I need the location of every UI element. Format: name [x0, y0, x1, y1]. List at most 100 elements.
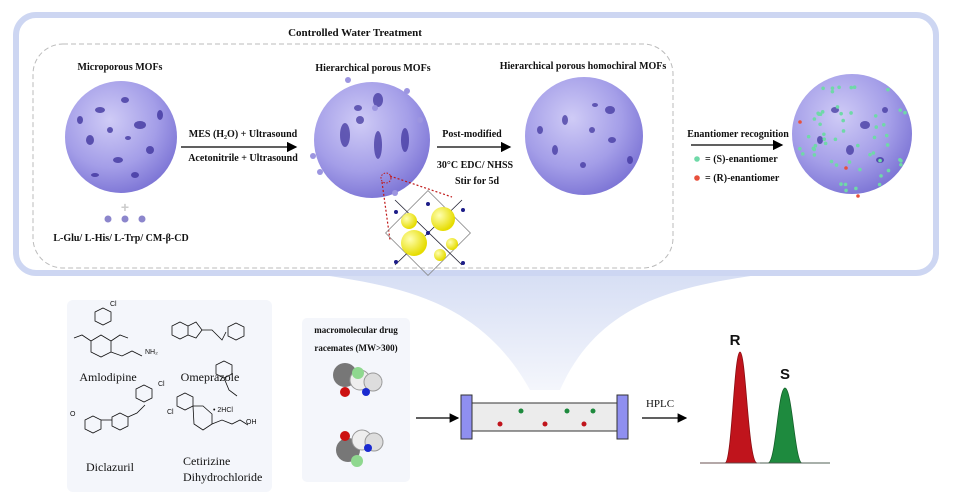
s-enantiomer-dot: [871, 151, 876, 155]
s-enantiomer-dot: [812, 147, 816, 152]
s-enantiomer-dot: [812, 153, 817, 157]
chromatogram: [700, 351, 830, 464]
chemical-structures: [73, 307, 249, 434]
drug-omeprazole: Omeprazole: [181, 370, 240, 384]
peak-s: [760, 387, 830, 464]
s-enantiomer-dot: [843, 182, 848, 187]
s-enantiomer-dot: [812, 117, 817, 121]
s-enantiomer-dot: [820, 110, 825, 114]
s-enantiomer-dot: [847, 160, 852, 164]
homochiral-mof-sphere: [525, 77, 643, 195]
s-enantiomer-dot: [830, 86, 835, 90]
panel-title: Controlled Water Treatment: [288, 27, 422, 39]
svg-text:OH: OH: [246, 419, 257, 426]
s-enantiomer-dot: [841, 118, 845, 123]
s-enantiomer-dot: [839, 182, 843, 186]
s-enantiomer-dot: [874, 125, 879, 129]
s-enantiomer-dot: [835, 105, 840, 109]
svg-text:NH₂: NH₂: [145, 349, 158, 356]
additives-label: L-Glu/ L-His/ L-Trp/ CM-β-CD: [53, 233, 188, 244]
mof-crystal-structure: [385, 190, 471, 276]
amino-acid-beads: [104, 215, 146, 223]
s-enantiomer-dot: [881, 123, 886, 127]
s-enantiomer-dot: [898, 108, 903, 112]
s-enantiomer-dot: [823, 141, 828, 146]
hplc-column: [460, 394, 629, 440]
legend-s: = (S)-enantiomer: [705, 154, 778, 165]
s-enantiomer-dot: [886, 168, 891, 173]
peak-s-label: S: [780, 366, 790, 383]
svg-text:Cl: Cl: [158, 381, 165, 388]
stage2-label: Hierarchical porous MOFs: [315, 63, 430, 74]
s-enantiomer-dot: [879, 174, 883, 178]
drug-cetirizine: Cetirizine: [183, 454, 230, 468]
stage3-label: Hierarchical porous homochiral MOFs: [500, 61, 667, 72]
s-enantiomer-dot: [798, 146, 802, 151]
s-enantiomer-dot: [885, 143, 890, 147]
s-enantiomer-dot: [872, 135, 877, 140]
racemates-title-2: racemates (MW>300): [314, 343, 397, 353]
s-enantiomer-icon: [694, 156, 700, 162]
s-enantiomer-dot: [899, 162, 903, 167]
salt-label: • 2HCl: [213, 407, 233, 414]
s-enantiomer-dot: [813, 143, 818, 148]
s-enantiomer-dot: [877, 182, 882, 187]
step1-top-label: MES (H₂O) + Ultrasound: [189, 129, 298, 140]
peak-r-label: R: [730, 332, 741, 349]
molecule-model-1: [333, 363, 383, 397]
s-enantiomer-dot: [821, 86, 825, 91]
drug-diclazuril: Diclazuril: [86, 460, 135, 474]
peak-r: [700, 351, 758, 464]
step1-bottom-label: Acetonitrile + Ultrasound: [188, 153, 298, 164]
s-enantiomer-dot: [868, 152, 872, 157]
s-enantiomer-dot: [839, 111, 843, 116]
s-enantiomer-dot: [856, 143, 860, 148]
water-treatment-box: [32, 43, 674, 269]
drug-structures-box: [67, 300, 272, 492]
s-enantiomer-dot: [816, 111, 820, 116]
s-enantiomer-dot: [837, 85, 841, 90]
funnel-shape: [300, 272, 780, 390]
s-enantiomer-dot: [858, 167, 862, 172]
microporous-mof-sphere: [65, 81, 177, 193]
s-enantiomer-dot: [849, 111, 853, 115]
hierarchical-mof-sphere: [310, 77, 430, 198]
step2-time: Stir for 5d: [455, 176, 500, 187]
s-enantiomer-dot: [849, 85, 854, 90]
s-enantiomer-dot: [852, 85, 857, 90]
s-enantiomer-dot: [878, 158, 882, 163]
svg-text:Cl: Cl: [110, 301, 117, 308]
step2-top-label: Post-modified: [442, 129, 502, 140]
step3-top-label: Enantiomer recognition: [687, 129, 789, 140]
s-enantiomer-dot: [806, 134, 811, 139]
r-enantiomer-icon: [694, 175, 700, 181]
s-enantiomer-dot: [841, 129, 846, 133]
s-enantiomer-dot: [854, 186, 858, 191]
s-enantiomer-dot: [899, 158, 903, 163]
top-panel: [13, 12, 939, 276]
s-enantiomer-dot: [886, 87, 890, 92]
s-enantiomer-dot: [830, 89, 835, 94]
drug-dihydrochloride: Dihydrochloride: [183, 470, 262, 484]
svg-text:Cl: Cl: [167, 409, 174, 416]
s-enantiomer-dot: [903, 110, 907, 115]
step2-conditions: 30°C EDC/ NHSS: [437, 160, 514, 171]
s-enantiomer-dot: [822, 132, 826, 137]
s-enantiomer-dot: [844, 188, 848, 193]
svg-text:O: O: [70, 411, 76, 418]
s-enantiomer-dot: [833, 137, 838, 142]
stage1-label: Microporous MOFs: [78, 62, 163, 73]
s-enantiomer-dot: [818, 122, 822, 127]
s-enantiomer-dot: [829, 159, 834, 164]
legend-r: = (R)-enantiomer: [705, 173, 780, 184]
plus-icon: +: [121, 199, 129, 215]
s-enantiomer-dot: [884, 133, 889, 138]
enantiomer-loaded-sphere: [792, 74, 912, 198]
s-enantiomer-dot: [834, 163, 839, 167]
s-enantiomer-dot: [822, 137, 827, 141]
drug-amlodipine: Amlodipine: [79, 370, 136, 384]
s-enantiomer-dot: [873, 114, 878, 118]
s-enantiomer-dot: [800, 152, 805, 156]
molecule-model-2: [336, 429, 384, 467]
